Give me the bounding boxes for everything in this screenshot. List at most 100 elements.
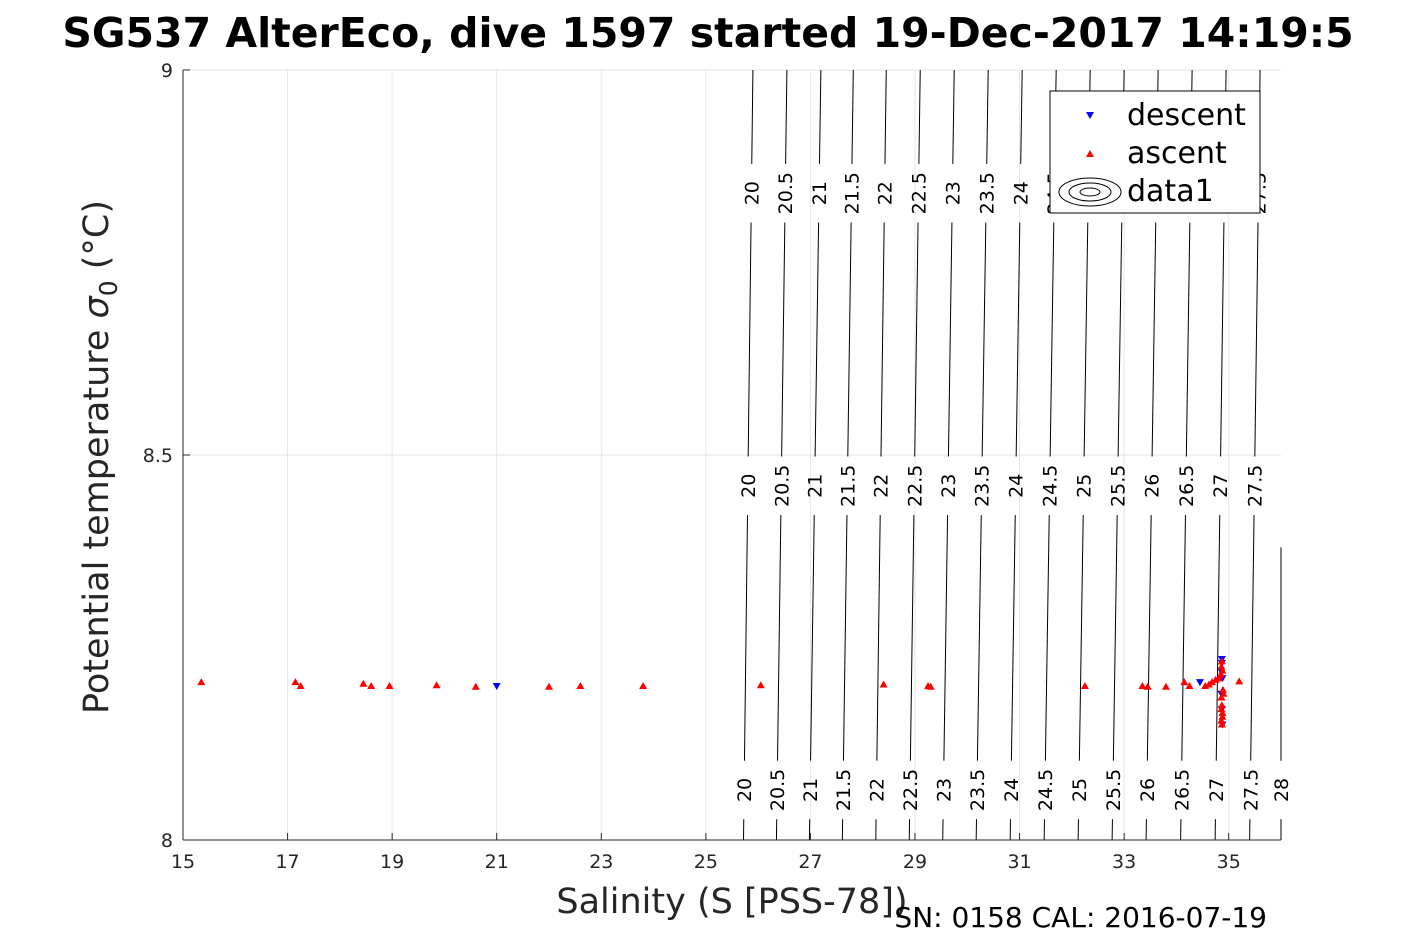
density-contour-line xyxy=(1010,515,1016,761)
density-contour-label: 20 xyxy=(738,474,760,498)
ascent-point xyxy=(1217,701,1226,709)
x-tick-label: 25 xyxy=(694,851,718,873)
ascent-point xyxy=(639,682,648,689)
y-axis-label-sub: 0 xyxy=(94,280,123,296)
density-contour-line xyxy=(777,515,782,761)
legend-descent-marker xyxy=(1086,112,1094,119)
density-contour-label: 23.5 xyxy=(976,172,998,214)
density-contour-label: 20.5 xyxy=(775,172,797,214)
density-contour-line xyxy=(1117,222,1123,457)
density-contour-line xyxy=(880,222,885,457)
density-contour-line xyxy=(1112,515,1118,761)
density-contour-line xyxy=(1020,69,1023,164)
density-contour-label: 21 xyxy=(800,778,822,802)
ascent-point xyxy=(1218,708,1227,716)
ascent-point xyxy=(367,682,376,689)
density-contour-label: 22 xyxy=(875,181,897,205)
density-contour-label: 22.5 xyxy=(908,172,930,214)
density-contour-label: 21 xyxy=(809,181,831,205)
density-contour-line xyxy=(947,222,953,457)
ascent-point xyxy=(197,678,206,686)
density-contour-label: 27 xyxy=(1210,474,1232,498)
descent-point xyxy=(1195,679,1204,687)
density-contour-line xyxy=(743,515,748,761)
ascent-point xyxy=(1143,682,1152,690)
density-contour-label: 24.5 xyxy=(1035,769,1057,811)
x-tick-label: 21 xyxy=(485,851,509,873)
density-contour-label: 21.5 xyxy=(842,172,864,214)
y-tick-label: 8 xyxy=(161,830,173,852)
data-points xyxy=(197,656,1244,729)
density-contour-line xyxy=(785,69,788,164)
density-contour-label: 23.5 xyxy=(972,465,994,507)
ascent-point xyxy=(385,682,394,689)
density-contour-line xyxy=(1250,515,1255,761)
density-contour-label: 24 xyxy=(1010,181,1032,205)
density-contour-label: 28 xyxy=(1271,778,1293,802)
density-contour-label: 21 xyxy=(805,474,827,498)
density-contour-label: 23 xyxy=(938,474,960,498)
legend: descent ascent data1 xyxy=(1049,90,1261,214)
x-tick-label: 29 xyxy=(903,851,927,873)
ascent-point xyxy=(576,682,585,689)
ascent-point xyxy=(1218,712,1227,720)
density-contour-line xyxy=(847,222,852,457)
density-contour-label: 24.5 xyxy=(1040,465,1062,507)
y-tick-label: 9 xyxy=(161,60,173,82)
x-axis-label: Salinity (S [PSS-78]) xyxy=(556,882,907,922)
legend-contour-label: data1 xyxy=(1127,174,1214,209)
density-contour-line xyxy=(818,69,822,164)
density-contour-label: 26 xyxy=(1137,778,1159,802)
density-contour-line xyxy=(1215,515,1221,761)
density-contour-line xyxy=(1146,515,1152,761)
ascent-point xyxy=(1217,662,1226,670)
density-contour-label: 20 xyxy=(741,181,763,205)
density-contour-label: 23.5 xyxy=(967,769,989,811)
density-contour-label: 25.5 xyxy=(1108,465,1130,507)
density-contour-label: 23 xyxy=(942,181,964,205)
density-contour-line xyxy=(1044,515,1050,761)
ascent-point xyxy=(432,681,441,689)
x-tick-label: 23 xyxy=(589,851,613,873)
ascent-point xyxy=(1218,666,1227,674)
density-contour-line xyxy=(1015,222,1021,457)
ascent-point xyxy=(1219,689,1228,697)
legend-ascent-marker xyxy=(1086,150,1094,157)
descent-point xyxy=(492,683,501,690)
density-contour-label: 27 xyxy=(1206,778,1228,802)
ascent-point xyxy=(1217,720,1226,728)
density-contour-label: 25.5 xyxy=(1103,769,1125,811)
ascent-point xyxy=(545,682,553,690)
density-contour-label: 26 xyxy=(1142,474,1164,498)
density-contour-line xyxy=(851,69,854,164)
ascent-point xyxy=(1217,693,1226,701)
y-axis-label-main: Potential temperature xyxy=(77,318,117,714)
ascent-point xyxy=(1215,674,1224,682)
y-axis-label: Potential temperature σ0 (°C) xyxy=(77,200,123,714)
x-tick-label: 27 xyxy=(798,851,822,873)
density-contour-line xyxy=(976,515,982,761)
density-contour-line xyxy=(781,222,786,457)
y-axis-label-sigma: σ xyxy=(77,294,117,318)
density-contour-line xyxy=(952,69,955,164)
density-contour-line xyxy=(1181,515,1186,761)
legend-contour-icon xyxy=(1058,177,1122,207)
x-tick-label: 35 xyxy=(1217,851,1241,873)
density-contour-line xyxy=(1151,222,1157,457)
sensor-calibration-footer: SN: 0158 CAL: 2016-07-19 xyxy=(894,901,1267,934)
density-contour-line xyxy=(981,222,987,457)
legend-ascent-label: ascent xyxy=(1127,136,1227,171)
density-contour-label: 26.5 xyxy=(1176,465,1198,507)
ascent-point xyxy=(1185,682,1194,689)
x-tick-label: 15 xyxy=(171,851,195,873)
density-contour-label: 22.5 xyxy=(904,465,926,507)
density-contour-line xyxy=(1254,222,1259,457)
density-contour-line xyxy=(914,222,919,457)
ascent-point xyxy=(1216,670,1225,678)
density-contour-line xyxy=(876,515,881,761)
density-contour-line xyxy=(943,515,949,761)
ascent-point xyxy=(1217,657,1226,665)
ascent-point xyxy=(359,679,368,687)
density-contour-label: 21.5 xyxy=(837,465,859,507)
